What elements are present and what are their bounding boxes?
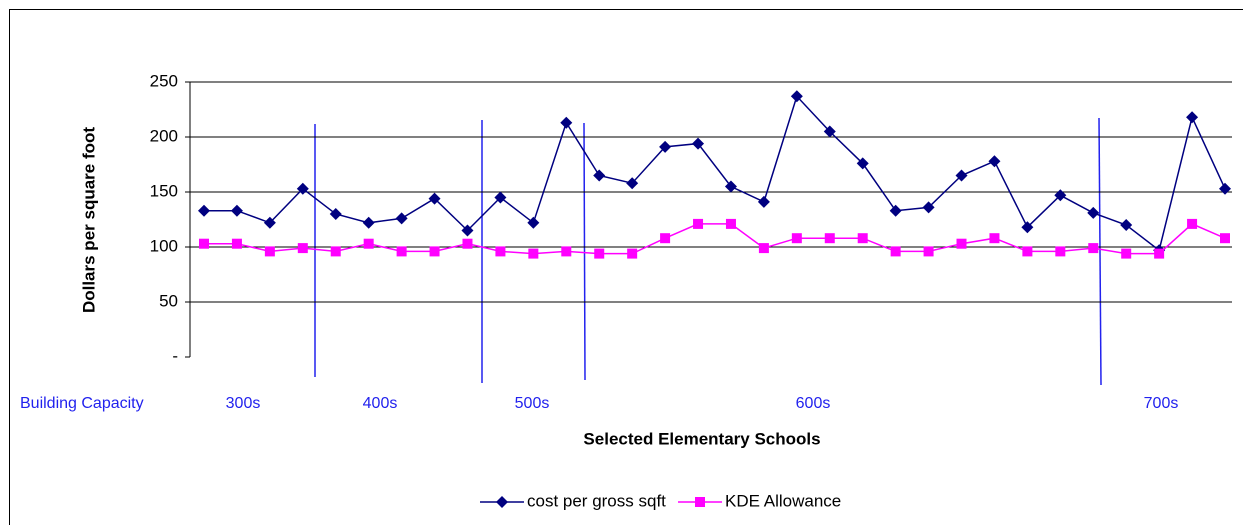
data-point	[397, 246, 407, 256]
y-tick-label: -	[172, 346, 178, 365]
data-point	[759, 243, 769, 253]
data-point	[989, 233, 999, 243]
data-point	[1121, 249, 1131, 259]
annotation: 500s	[515, 395, 550, 412]
data-point	[891, 246, 901, 256]
annotation: 700s	[1144, 395, 1179, 412]
data-point	[1055, 246, 1065, 256]
data-point	[1088, 243, 1098, 253]
y-tick-label: 150	[150, 181, 178, 200]
data-point	[726, 219, 736, 229]
data-point	[331, 246, 341, 256]
data-point	[364, 239, 374, 249]
y-axis-label: Dollars per square foot	[79, 127, 98, 313]
legend-label: cost per gross sqft	[527, 491, 666, 510]
annotation: Building Capacity	[20, 395, 144, 412]
data-point	[528, 249, 538, 259]
data-point	[594, 249, 604, 259]
divider	[584, 123, 585, 380]
legend-label: KDE Allowance	[725, 491, 841, 510]
y-tick-label: 250	[150, 71, 178, 90]
data-point	[660, 233, 670, 243]
data-point	[1154, 249, 1164, 259]
y-tick-label: 50	[159, 291, 178, 310]
data-point	[693, 219, 703, 229]
data-point	[430, 246, 440, 256]
data-point	[199, 239, 209, 249]
data-point	[1220, 233, 1230, 243]
data-point	[825, 233, 835, 243]
data-point	[298, 243, 308, 253]
annotation: 400s	[363, 395, 398, 412]
data-point	[232, 239, 242, 249]
data-point	[792, 233, 802, 243]
data-point	[462, 239, 472, 249]
data-point	[1022, 246, 1032, 256]
data-point	[265, 246, 275, 256]
data-point	[627, 249, 637, 259]
data-point	[858, 233, 868, 243]
legend-marker	[695, 497, 705, 507]
x-axis-label: Selected Elementary Schools	[583, 429, 820, 448]
data-point	[495, 246, 505, 256]
y-tick-label: 200	[150, 126, 178, 145]
data-point	[924, 246, 934, 256]
data-point	[957, 239, 967, 249]
annotation: 600s	[796, 395, 831, 412]
annotation: 300s	[226, 395, 261, 412]
data-point	[561, 246, 571, 256]
y-tick-label: 100	[150, 236, 178, 255]
data-point	[1187, 219, 1197, 229]
